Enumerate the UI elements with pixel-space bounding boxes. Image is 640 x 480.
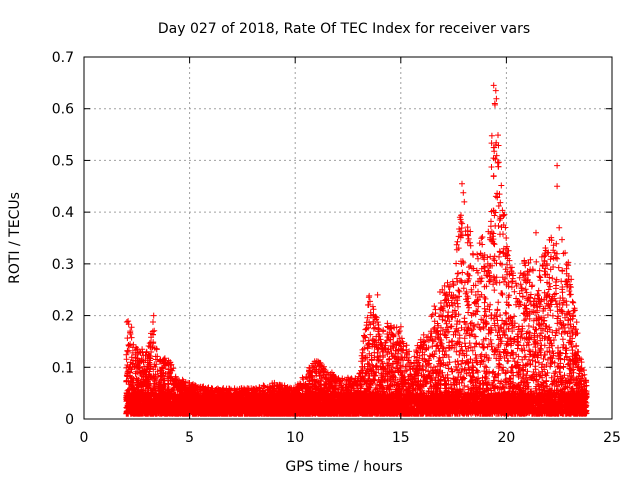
y-tick-label: 0 xyxy=(65,412,74,428)
axis-ticks: 0 5 10 15 20 25 0 0.1 0.2 0.3 0.4 0.5 0.6 0.7 xyxy=(52,50,621,446)
chart-title: Day 027 of 2018, Rate Of TEC Index for r… xyxy=(158,21,530,37)
y-tick-label: 0.6 xyxy=(52,102,74,118)
y-tick-label: 0.3 xyxy=(52,257,74,273)
x-tick-label: 0 xyxy=(80,430,89,446)
x-tick-label: 20 xyxy=(497,430,515,446)
y-axis-label: ROTI / TECUs xyxy=(7,192,23,284)
x-tick-label: 15 xyxy=(392,430,410,446)
y-tick-label: 0.4 xyxy=(52,205,74,221)
y-tick-label: 0.5 xyxy=(52,153,74,169)
roti-series-markers xyxy=(123,82,590,417)
y-tick-label: 0.7 xyxy=(52,50,74,66)
x-tick-label: 25 xyxy=(603,430,621,446)
plot-frame xyxy=(83,56,613,420)
x-tick-label: 10 xyxy=(286,430,304,446)
data-points xyxy=(123,82,590,417)
x-tick-label: 5 xyxy=(185,430,194,446)
y-tick-label: 0.1 xyxy=(52,360,74,376)
x-axis-label: GPS time / hours xyxy=(285,459,402,475)
y-tick-label: 0.2 xyxy=(52,309,74,325)
